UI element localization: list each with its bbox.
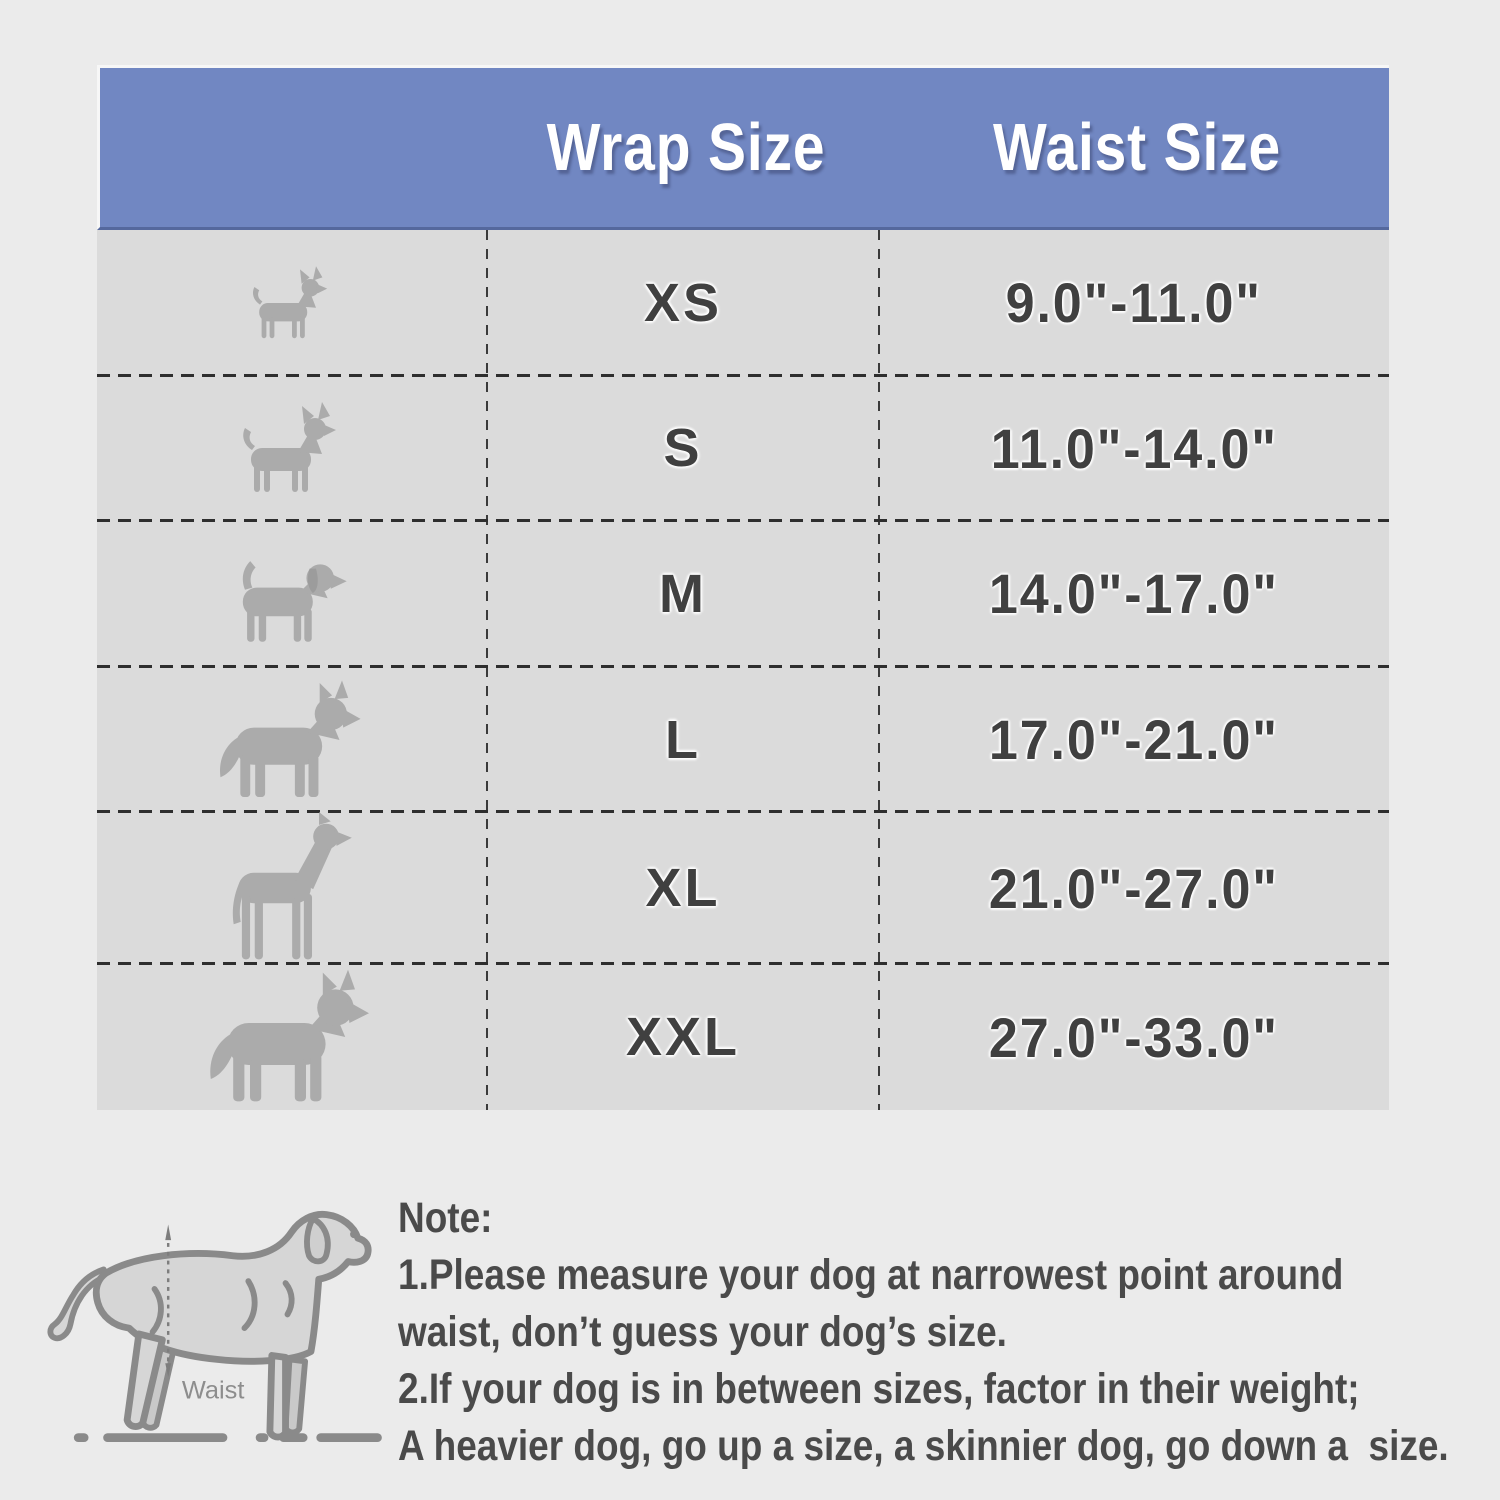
table-header: Wrap Size Waist Size [97,65,1389,230]
dog-icon-cell [97,230,487,376]
wrap-size-value: XXL [625,1007,741,1068]
dog-m-icon [243,561,348,642]
wrap-size-value: S [663,418,703,479]
waist-size-value: 9.0"-11.0" [1005,271,1263,335]
wrap-size-value: XS [643,272,723,333]
dog-s-icon [243,402,336,493]
wrap-size-value: M [659,563,707,624]
dog-l-icon [219,680,361,797]
dog-icon-cell [97,376,487,522]
dog-xxl-icon [210,969,369,1102]
note-line: waist, don’t guess your dog’s size. [398,1308,1007,1356]
dog-xl-icon [232,812,352,960]
measuring-dog-outline-icon: Waist [47,1210,382,1443]
note-line: A heavier dog, go up a size, a skinnier … [398,1422,1449,1470]
wrap-size-column-header: Wrap Size [546,110,826,185]
size-table: Wrap Size Waist Size XS 9.0"-11.0" S 11.0"-… [97,65,1389,1110]
waist-size-column-header: Waist Size [992,110,1282,185]
dog-icon-cell [97,667,487,813]
wrap-size-value: L [665,709,701,770]
waist-size-value: 11.0"-14.0" [990,416,1278,480]
waist-size-value: 27.0"-33.0" [989,1005,1279,1069]
waist-label: Waist [182,1376,245,1404]
dog-icon-cell [97,812,487,964]
waist-size-value: 21.0"-27.0" [989,856,1279,920]
column-divider [878,230,880,1110]
waist-measure-line [165,1224,172,1377]
column-divider [486,230,488,1110]
table-row: S 11.0"-14.0" [97,376,1389,522]
note-title: Note: [398,1194,493,1242]
table-row: M 14.0"-17.0" [97,521,1389,668]
note-block: Note: 1.Please measure your dog at narro… [398,1190,1449,1475]
note-line: 2.If your dog is in between sizes, facto… [398,1365,1360,1413]
waist-size-value: 17.0"-21.0" [989,708,1279,772]
note-line: 1.Please measure your dog at narrowest p… [398,1251,1344,1299]
table-row: XXL 27.0"-33.0" [97,964,1389,1110]
dog-icon-cell [97,964,487,1110]
table-row: XL 21.0"-27.0" [97,812,1389,966]
wrap-size-value: XL [645,858,721,919]
dog-icon-cell [97,521,487,667]
dog-xs-icon [252,265,328,338]
table-row: XS 9.0"-11.0" [97,230,1389,377]
table-body: XS 9.0"-11.0" S 11.0"-14.0" M 14.0"-17.0" L 17.… [97,230,1389,1110]
table-row: L 17.0"-21.0" [97,667,1389,813]
waist-size-value: 14.0"-17.0" [989,562,1279,626]
